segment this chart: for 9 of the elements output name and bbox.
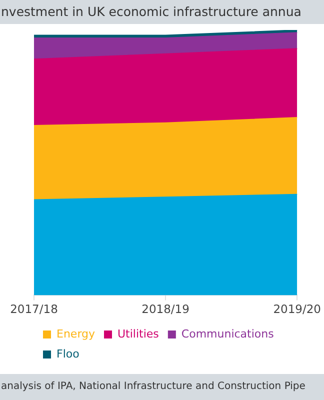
legend-label: Communications xyxy=(181,327,274,340)
legend-label: Utilities xyxy=(118,327,160,340)
chart-title: nvestment in UK economic infrastructure annua xyxy=(0,0,324,24)
text: analysis of IPA, National Infrastructure and Construction Pipe xyxy=(0,374,324,400)
x-tick-label: 2019/20 xyxy=(273,302,322,316)
x-tick-label: 2017/18 xyxy=(10,302,58,316)
legend-label: Energy xyxy=(56,327,96,340)
legend-label: Floo xyxy=(56,347,80,360)
x-tick-label: 2018/19 xyxy=(142,302,190,316)
